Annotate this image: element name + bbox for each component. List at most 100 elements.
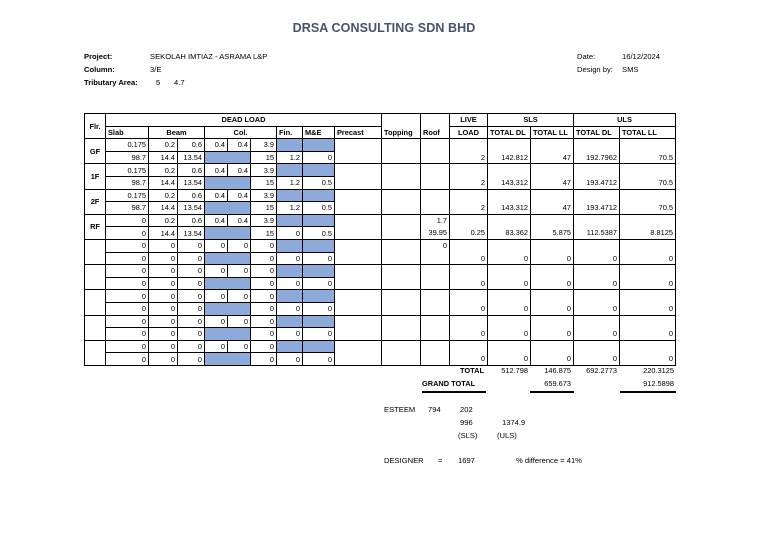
header-slab: Slab (105, 125, 149, 140)
uls-total-dl: 0 (573, 252, 620, 266)
sls-ll-top (530, 213, 574, 227)
floor-row-top: 1F 0.175 0.2 0.6 0.4 0.4 3.9 (84, 163, 676, 190)
roof-cell-top: 0 (420, 238, 450, 253)
precast-cell (334, 238, 382, 253)
beam-load-b: 0 (177, 352, 205, 366)
fin-fill (276, 138, 303, 152)
uls-dl-top (573, 238, 620, 253)
topping-cell (381, 339, 421, 353)
floor-label (84, 238, 106, 266)
slab-thickness: 0 (105, 339, 149, 354)
roof-cell-bottom (420, 327, 450, 341)
me-load: 0 (302, 301, 335, 316)
beam-load-a: 0 (148, 276, 178, 291)
uls-total-ll: 0 (619, 277, 676, 291)
live-load: 2 (449, 176, 488, 190)
uls-label: (ULS) (497, 431, 517, 440)
header-col: Col. (204, 125, 277, 140)
header-uls-dl: TOTAL DL (573, 125, 620, 140)
col-depth: 0.4 (227, 138, 251, 152)
header-sls: SLS (487, 113, 574, 127)
me-load: 0 (302, 352, 335, 366)
col-height: 3.9 (250, 163, 277, 177)
header-blank (420, 113, 450, 127)
live-cell-top (449, 289, 488, 303)
sls-total-ll: 0 (530, 252, 574, 266)
uls-total-ll: 70.5 (619, 201, 676, 215)
designby-value: SMS (622, 65, 639, 74)
uls-dl-top (573, 314, 620, 328)
precast-cell (334, 252, 382, 266)
precast-cell (334, 138, 382, 152)
topping-cell (381, 201, 421, 215)
col-depth: 0 (227, 314, 251, 329)
col-width: 0 (204, 289, 228, 303)
col-height: 3.9 (250, 213, 277, 228)
uls-dl-top (573, 289, 620, 303)
me-load: 0 (302, 150, 335, 165)
floor-row-top: RF 0 0.2 0.6 0.4 0.4 3.9 1.7 (84, 213, 676, 240)
uls-ll-top (619, 163, 676, 177)
topping-cell (381, 277, 421, 291)
me-load: 0.5 (302, 175, 335, 190)
fin-load: 1.2 (276, 150, 303, 165)
live-cell-top (449, 339, 488, 353)
roof-cell-bottom: 39.95 (420, 226, 450, 240)
topping-cell (381, 163, 421, 177)
col-load: 15 (250, 175, 277, 190)
col-width: 0.4 (204, 213, 228, 228)
me-fill (302, 188, 335, 203)
uls-ll-top (619, 289, 676, 303)
esteem-label: ESTEEM (384, 405, 416, 414)
sls-dl-top (487, 339, 531, 353)
col-depth: 0 (227, 238, 251, 253)
slab-load: 98.7 (105, 175, 149, 190)
roof-cell-bottom (420, 201, 450, 215)
col-load: 0 (250, 352, 277, 366)
fin-load: 0 (276, 352, 303, 366)
slab-load: 0 (105, 226, 149, 240)
tributary-a: 5 (156, 78, 161, 87)
floor-label: GF (84, 138, 106, 165)
fin-load: 0 (276, 301, 303, 316)
uls-total-dl: 0 (573, 352, 620, 366)
roof-cell-top (420, 339, 450, 353)
sls-ll-top (530, 138, 574, 152)
beam-depth: 0 (177, 314, 205, 329)
col-fill (204, 276, 251, 291)
fin-load: 1.2 (276, 175, 303, 190)
col-load: 0 (250, 327, 277, 341)
beam-width: 0 (148, 264, 178, 278)
header-uls: ULS (573, 113, 676, 127)
beam-load-b: 13.54 (177, 226, 205, 240)
sls-total-dl: 143.312 (487, 176, 531, 190)
me-fill (302, 163, 335, 177)
roof-cell-top (420, 188, 450, 202)
slab-load: 0 (105, 352, 149, 366)
col-fill (204, 327, 251, 341)
beam-load-b: 0 (177, 251, 205, 266)
topping-cell (381, 314, 421, 328)
slab-thickness: 0 (105, 314, 149, 329)
header-blank (381, 113, 421, 127)
precast-cell (334, 188, 382, 202)
me-load: 0 (302, 327, 335, 341)
beam-load-a: 0 (148, 327, 178, 341)
sls-total-ll: 47 (530, 151, 574, 165)
precast-cell (334, 201, 382, 215)
live-load: 0.25 (449, 226, 488, 240)
col-width: 0.4 (204, 163, 228, 177)
designer-value: 1697 (458, 456, 475, 465)
sls-dl-top (487, 289, 531, 303)
fin-fill (276, 314, 303, 329)
grand-total-sls: 659.673 (544, 379, 571, 388)
sls-dl-top (487, 314, 531, 328)
fin-load: 0 (276, 327, 303, 341)
uls-total-dl: 0 (573, 302, 620, 316)
col-fill (204, 175, 251, 190)
col-height: 0 (250, 264, 277, 278)
uls-dl-top (573, 138, 620, 152)
precast-cell (334, 151, 382, 165)
sls-dl-top (487, 238, 531, 253)
